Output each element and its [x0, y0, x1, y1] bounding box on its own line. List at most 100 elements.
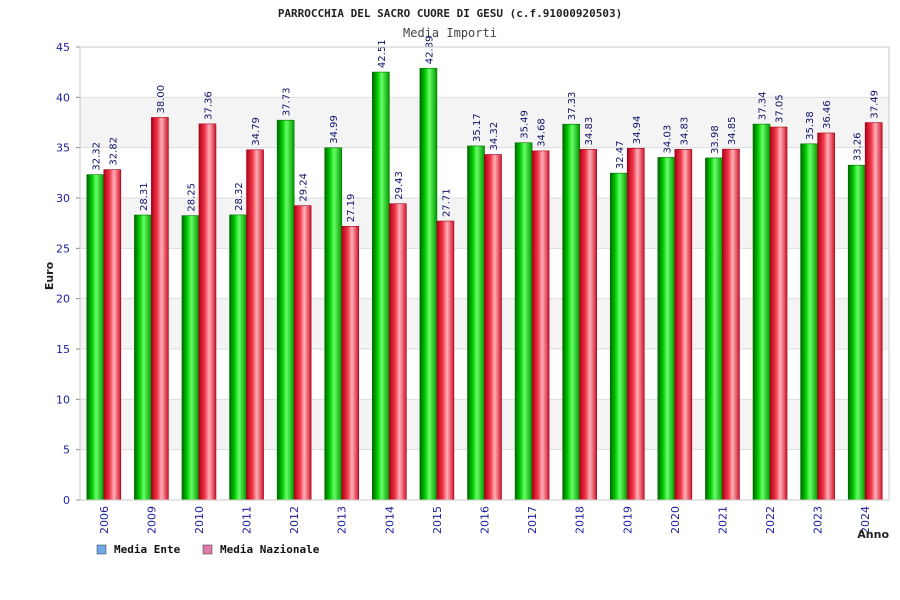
value-label: 34.79: [251, 117, 262, 146]
bar-media-ente-2022: [752, 123, 771, 501]
value-label: 29.43: [394, 171, 405, 200]
value-label: 37.36: [203, 91, 214, 120]
chart-subtitle: Media Importi: [403, 26, 497, 40]
x-tick-label: 2015: [431, 506, 444, 534]
y-tick-label: 10: [56, 393, 70, 406]
bar-media-nazionale-2009: [151, 117, 169, 501]
value-label: 37.05: [775, 94, 786, 123]
value-label: 27.71: [441, 188, 452, 217]
x-tick-label: 2012: [288, 506, 301, 534]
bar-media-nazionale-2020: [674, 149, 693, 501]
y-tick-label: 25: [56, 242, 70, 255]
bar-media-ente-2009: [134, 214, 152, 501]
x-tick-label: 2006: [98, 506, 111, 534]
value-label: 37.49: [870, 90, 881, 119]
bar-media-nazionale-2016: [484, 154, 502, 501]
legend-label-media-ente: Media Ente: [114, 543, 181, 556]
value-label: 42.89: [424, 36, 435, 65]
x-axis-label: Anno: [857, 528, 889, 541]
value-label: 36.46: [822, 100, 833, 129]
x-tick-label: 2017: [526, 506, 539, 534]
y-axis-label: Euro: [43, 261, 56, 290]
bar-media-ente-2023: [800, 143, 818, 501]
x-tick-label: 2024: [859, 506, 872, 534]
bar-media-ente-2013: [324, 147, 343, 501]
y-tick-label: 5: [63, 444, 70, 457]
value-label: 37.73: [282, 88, 293, 117]
bar-media-nazionale-2010: [198, 123, 217, 501]
bar-media-ente-2014: [372, 71, 390, 501]
x-tick-label: 2022: [764, 506, 777, 534]
bar-media-nazionale-2014: [389, 203, 407, 501]
x-tick-label: 2011: [241, 506, 254, 534]
x-tick-label: 2014: [383, 506, 396, 534]
bar-media-nazionale-2021: [722, 148, 740, 501]
value-label: 35.17: [472, 113, 483, 142]
value-label: 34.94: [632, 116, 643, 145]
bar-media-ente-2010: [181, 215, 200, 501]
value-label: 34.83: [584, 117, 595, 146]
y-tick-label: 45: [56, 41, 70, 54]
value-label: 34.68: [537, 118, 548, 147]
y-tick-label: 20: [56, 293, 70, 306]
x-tick-label: 2023: [812, 506, 825, 534]
value-label: 37.34: [758, 91, 769, 120]
x-tick-label: 2016: [479, 506, 492, 534]
bar-media-nazionale-2023: [817, 132, 835, 501]
bar-media-nazionale-2015: [436, 220, 455, 501]
value-label: 34.99: [329, 115, 340, 144]
axes: [79, 46, 890, 501]
legend-swatch-media-ente: [96, 544, 107, 555]
chart-title: PARROCCHIA DEL SACRO CUORE DI GESU (c.f.…: [278, 7, 622, 20]
value-label: 28.31: [139, 182, 150, 211]
value-label: 38.00: [156, 85, 167, 114]
value-label: 35.38: [805, 111, 816, 140]
bar-media-ente-2011: [229, 214, 247, 501]
value-label: 34.85: [727, 117, 738, 146]
plot-frame: [79, 46, 890, 501]
x-tick-label: 2009: [145, 506, 158, 534]
value-label: 29.24: [299, 173, 310, 202]
bar-media-nazionale-2011: [246, 149, 264, 501]
legend-swatch-media-nazionale: [202, 544, 213, 555]
value-labels-group: 32.32 32.82 28.31 38.00 28.25 37.36 28.32 34.79…: [91, 36, 880, 223]
bar-media-nazionale-2019: [626, 147, 645, 501]
x-tick-label: 2021: [716, 506, 729, 534]
bar-media-nazionale-2018: [579, 149, 597, 501]
value-label: 34.32: [489, 122, 500, 151]
bar-media-ente-2006: [86, 174, 105, 501]
bar-media-ente-2012: [276, 119, 295, 501]
value-label: 33.98: [710, 125, 721, 154]
bar-media-nazionale-2012: [293, 205, 312, 501]
y-tick-label: 15: [56, 343, 70, 356]
bar-media-ente-2021: [705, 157, 723, 501]
x-tick-label: 2020: [669, 506, 682, 534]
value-label: 32.32: [91, 142, 102, 171]
value-label: 32.47: [615, 140, 626, 169]
bars-group: [86, 67, 883, 501]
value-label: 34.03: [662, 125, 673, 154]
bar-media-ente-2018: [562, 123, 580, 501]
x-tick-label: 2013: [336, 506, 349, 534]
value-label: 35.49: [520, 110, 531, 139]
value-label: 27.19: [346, 194, 357, 223]
bar-media-ente-2019: [609, 172, 628, 501]
x-tick-labels: 2006 2009 2010 2011 2012 2013 2014 2015 2016 2017…: [98, 506, 872, 534]
bar-media-nazionale-2024: [864, 122, 883, 501]
value-label: 28.25: [186, 183, 197, 212]
value-label: 34.83: [679, 117, 690, 146]
y-tick-label: 0: [63, 494, 70, 507]
bar-media-ente-2024: [847, 164, 866, 501]
bar-media-nazionale-2017: [531, 150, 550, 501]
value-label: 42.51: [377, 39, 388, 68]
x-tick-label: 2018: [574, 506, 587, 534]
bar-media-ente-2015: [419, 67, 438, 501]
bar-media-nazionale-2006: [103, 169, 122, 501]
bar-media-ente-2016: [467, 145, 485, 501]
y-tick-label: 30: [56, 192, 70, 205]
bar-media-ente-2017: [514, 142, 533, 501]
value-label: 33.26: [853, 133, 864, 162]
y-tick-labels: 0 5 10 15 20 25 30 35 40 45: [56, 41, 70, 507]
bar-media-ente-2020: [657, 157, 676, 501]
